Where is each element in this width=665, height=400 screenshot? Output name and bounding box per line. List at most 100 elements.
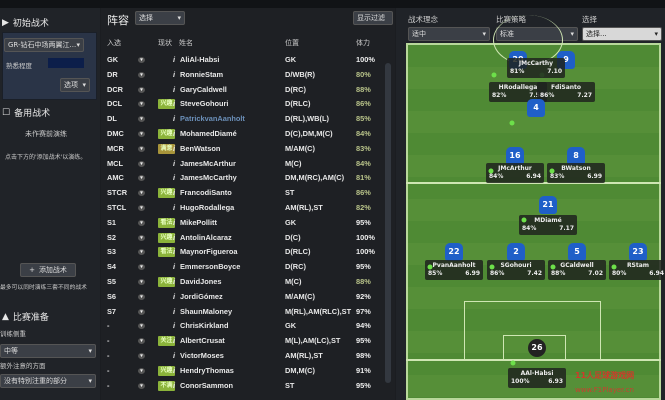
- table-row[interactable]: S7 ▾ i ShaunMaloney M(RL),AM(RLC),ST 97%: [101, 305, 381, 320]
- dropdown-icon[interactable]: ▾: [138, 308, 145, 315]
- table-row[interactable]: - ▾ 不满 i ConorSammon ST 95%: [101, 379, 381, 394]
- info-icon[interactable]: i: [173, 143, 176, 153]
- info-icon[interactable]: i: [173, 306, 176, 316]
- table-row[interactable]: S6 ▾ i JordiGómez M/AM(C) 92%: [101, 290, 381, 305]
- player-name[interactable]: ChrisKirkland: [180, 321, 229, 331]
- info-icon[interactable]: i: [173, 99, 176, 109]
- info-icon[interactable]: i: [173, 217, 176, 227]
- add-tactic-button[interactable]: + 添加战术: [20, 263, 76, 277]
- player-name[interactable]: GaryCaldwell: [180, 84, 227, 94]
- player-shirt[interactable]: 2: [507, 243, 525, 261]
- initial-tactic-header[interactable]: ▶ 初始战术: [2, 17, 49, 30]
- backup-tactic-header[interactable]: ☐ 备用战术: [2, 107, 51, 120]
- table-row[interactable]: - ▾ i ChrisKirkland GK 94%: [101, 319, 381, 334]
- player-name[interactable]: SteveGohouri: [180, 99, 229, 109]
- table-row[interactable]: DCL ▾ 兴趣 i SteveGohouri D(RLC) 86%: [101, 97, 381, 112]
- player-name[interactable]: AntolinAlcaraz: [180, 232, 232, 242]
- scrollbar[interactable]: [385, 63, 391, 383]
- mentality-select[interactable]: 适中 ▾: [408, 27, 490, 41]
- info-icon[interactable]: i: [173, 380, 176, 390]
- player-card[interactable]: HRodallega 82% 7.54: [489, 82, 547, 102]
- table-row[interactable]: - ▾ 兴趣 i HendryThomas DM,M(C) 91%: [101, 364, 381, 379]
- player-name[interactable]: MikePollitt: [180, 217, 217, 227]
- player-name[interactable]: MaynorFigueroa: [180, 247, 238, 257]
- table-row[interactable]: STCL ▾ i HugoRodallega AM(RL),ST 82%: [101, 201, 381, 216]
- player-shirt[interactable]: 22: [445, 243, 463, 261]
- tactic-select[interactable]: GR-钻石中场两翼江... ▾: [4, 38, 84, 52]
- player-shirt[interactable]: 5: [568, 243, 586, 261]
- info-icon[interactable]: i: [173, 365, 176, 375]
- info-icon[interactable]: i: [173, 55, 176, 64]
- dropdown-icon[interactable]: ▾: [138, 279, 145, 285]
- table-row[interactable]: S2 ▾ 兴趣 i AntolinAlcaraz D(C) 100%: [101, 231, 381, 246]
- dropdown-icon[interactable]: ▾: [138, 131, 145, 137]
- dropdown-icon[interactable]: ▾: [138, 249, 145, 256]
- player-card[interactable]: BWatson 83% 6.99: [547, 163, 605, 183]
- col-position[interactable]: 位置: [285, 39, 299, 47]
- player-shirt[interactable]: 8: [567, 147, 585, 165]
- table-row[interactable]: - ▾ 关注 i AlbertCrusat M(L),AM(LC),ST 95%: [101, 334, 381, 349]
- info-icon[interactable]: i: [173, 321, 176, 331]
- table-row[interactable]: DCR ▾ i GaryCaldwell D(RC) 88%: [101, 83, 381, 98]
- player-card[interactable]: PvanAanholt 85% 6.99: [425, 260, 483, 280]
- player-name[interactable]: FrancodiSanto: [180, 188, 232, 198]
- player-name[interactable]: EmmersonBoyce: [180, 262, 241, 272]
- table-row[interactable]: S1 ▾ 看法 i MikePollitt GK 95%: [101, 216, 381, 231]
- dropdown-icon[interactable]: ▾: [138, 323, 145, 330]
- table-row[interactable]: DMC ▾ 兴趣 i MohamedDiamé D(C),DM,M(C) 84%: [101, 127, 381, 142]
- info-icon[interactable]: i: [173, 69, 176, 79]
- options-button[interactable]: 选项 ▾: [60, 78, 90, 92]
- col-fitness[interactable]: 体力: [356, 39, 370, 47]
- player-name[interactable]: HendryThomas: [180, 365, 234, 375]
- player-card[interactable]: JMcArthur 84% 6.94: [486, 163, 544, 183]
- player-name[interactable]: PatrickvanAanholt: [180, 114, 245, 124]
- dropdown-icon[interactable]: ▾: [138, 175, 145, 182]
- player-card[interactable]: AAl-Habsi 100% 6.93: [508, 368, 566, 388]
- player-name[interactable]: BenWatson: [180, 143, 221, 153]
- dropdown-icon[interactable]: ▾: [138, 57, 145, 63]
- extra-focus-select[interactable]: 没有特别注重的部分 ▾: [0, 374, 96, 388]
- select-dropdown[interactable]: 选择 ▾: [135, 11, 185, 25]
- dropdown-icon[interactable]: ▾: [138, 205, 145, 211]
- dropdown-icon[interactable]: ▾: [138, 86, 145, 93]
- info-icon[interactable]: i: [173, 291, 176, 301]
- player-name[interactable]: AliAl-Habsi: [180, 55, 220, 64]
- player-card[interactable]: GCaldwell 88% 7.02: [548, 260, 606, 280]
- player-name[interactable]: RonnieStam: [180, 69, 224, 79]
- col-name[interactable]: 姓名: [179, 39, 193, 47]
- info-icon[interactable]: i: [173, 247, 176, 257]
- player-name[interactable]: ConorSammon: [180, 380, 233, 390]
- player-card[interactable]: JMcCarthy 81% 7.10: [507, 58, 565, 78]
- dropdown-icon[interactable]: ▾: [138, 353, 145, 359]
- player-name[interactable]: JordiGómez: [180, 291, 223, 301]
- player-name[interactable]: JamesMcArthur: [180, 158, 236, 168]
- table-row[interactable]: DR ▾ i RonnieStam D/WB(R) 80%: [101, 68, 381, 83]
- player-card[interactable]: MDiamé 84% 7.17: [519, 215, 577, 235]
- dropdown-icon[interactable]: ▾: [138, 382, 145, 389]
- table-row[interactable]: STCR ▾ 兴趣 i FrancodiSanto ST 86%: [101, 186, 381, 201]
- info-icon[interactable]: i: [173, 277, 176, 286]
- table-row[interactable]: MCL ▾ i JamesMcArthur M(C) 84%: [101, 157, 381, 172]
- table-row[interactable]: GK ▾ i AliAl-Habsi GK 100%: [101, 53, 381, 68]
- table-row[interactable]: S3 ▾ 看法 i MaynorFigueroa D(RLC) 100%: [101, 245, 381, 260]
- player-shirt[interactable]: 4: [527, 99, 545, 117]
- player-name[interactable]: AlbertCrusat: [180, 336, 225, 346]
- col-selection[interactable]: 入选: [107, 39, 121, 47]
- player-shirt[interactable]: 26: [528, 339, 546, 357]
- info-icon[interactable]: i: [173, 114, 176, 124]
- table-row[interactable]: S4 ▾ i EmmersonBoyce D(RC) 95%: [101, 260, 381, 275]
- info-icon[interactable]: i: [173, 336, 176, 346]
- dropdown-icon[interactable]: ▾: [138, 190, 145, 197]
- table-row[interactable]: MCR ▾ 满意 i BenWatson M/AM(C) 83%: [101, 142, 381, 157]
- player-name[interactable]: VictorMoses: [180, 351, 224, 360]
- info-icon[interactable]: i: [173, 158, 176, 168]
- info-icon[interactable]: i: [173, 84, 176, 94]
- filter-button[interactable]: 显示过滤: [353, 11, 393, 25]
- col-condition[interactable]: 现状: [158, 39, 172, 47]
- dropdown-icon[interactable]: ▾: [138, 338, 145, 345]
- info-icon[interactable]: i: [173, 203, 176, 212]
- player-name[interactable]: HugoRodallega: [180, 203, 235, 212]
- player-name[interactable]: ShaunMaloney: [180, 306, 233, 316]
- info-icon[interactable]: i: [173, 188, 176, 198]
- player-shirt[interactable]: 23: [629, 243, 647, 261]
